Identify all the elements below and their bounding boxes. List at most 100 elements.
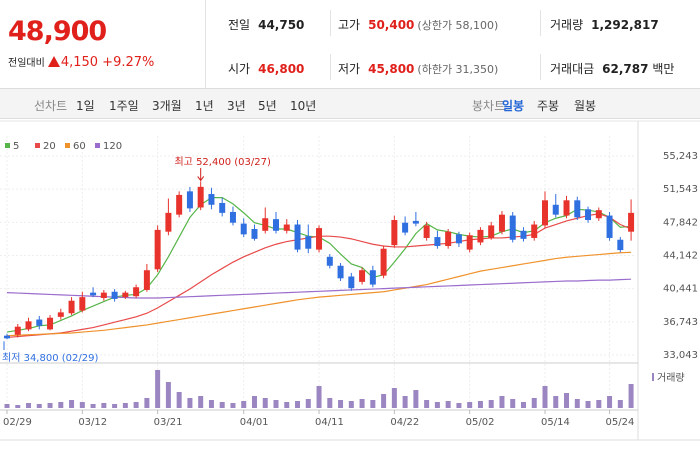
x-tick-label: 04/01 [240,417,269,428]
volume-bar [101,403,107,408]
candle-body [488,225,495,238]
candle-body [57,312,64,317]
y-tick-label: 36,743 [663,317,698,328]
period-tab[interactable]: 10년 [290,99,317,113]
volume-bar [477,401,483,408]
tab-group-label: 선차트 [34,99,68,113]
volume-bar [219,402,225,408]
volume-bar [15,405,21,408]
legend-label: 5 [13,141,19,152]
period-tab[interactable]: 주봉 [537,99,560,113]
candle-body [595,210,602,219]
quote-header: 48,900 전일대비 4,150 +9.27% 전일 44,750 고가 50,40… [0,0,700,89]
candle-body [208,194,215,205]
stat-note: (하한가 31,350) [417,63,499,76]
separator [330,10,331,36]
stat: 거래대금 62,787 백만 [550,60,674,77]
candle-body [445,231,452,247]
candle-body [402,222,409,233]
stat: 거래량 1,292,817 [550,16,659,33]
volume-bar [553,396,559,408]
volume-bar [295,401,301,408]
period-tabs: 선차트 봉차트 1일 1주일 3개월 1년 3년 5년 10년 일봉 주봉 월봉 [0,89,700,119]
quote-box: 48,900 전일대비 4,150 +9.27% [0,0,206,88]
candle-body [47,317,54,330]
volume-bar [79,402,85,408]
y-tick-label: 33,043 [663,350,698,361]
stat-label: 시가 [228,62,251,76]
volume-bar [251,396,257,408]
stat-value: 44,750 [258,18,305,32]
low-annotation: 최저 34,800 (02/29) [2,352,98,364]
stat-value: 45,800 [368,62,415,76]
volume-bar [510,399,516,408]
candle-body [90,292,97,296]
volume-bar [607,396,613,408]
candle-body [380,248,387,276]
change-pct: +9.27% [102,55,155,70]
volume-bar [359,399,365,408]
volume-bar [531,398,537,408]
candle-body [294,224,301,250]
stat-label: 거래대금 [550,62,595,76]
volume-bar [424,400,430,408]
x-tick-label: 04/22 [390,417,419,428]
candle-body [219,202,226,213]
volume-bar [617,400,623,408]
stat: 전일 44,750 [228,16,304,33]
volume-bar [241,401,247,408]
volume-bar [391,388,397,408]
period-tab[interactable]: 1년 [195,99,214,113]
stat-value: 46,800 [258,62,305,76]
candle-body [305,236,312,249]
volume-bar [499,396,505,408]
separator [330,54,331,80]
volume-bar [198,396,204,408]
volume-bar [370,400,376,408]
volume-bar [208,400,214,408]
separator [540,10,541,36]
period-tab[interactable]: 3년 [227,99,246,113]
legend-swatch [35,143,40,148]
candle-body [542,200,548,226]
candle-body [100,292,107,299]
volume-bar [262,398,268,408]
candle-body [326,256,333,266]
ma-line [6,251,632,337]
volume-bar [628,384,634,408]
candle-body [455,234,462,244]
volume-bar [596,400,602,408]
x-tick-label: 04/11 [315,417,344,428]
volume-bar [338,400,344,408]
period-tab[interactable]: 1일 [76,99,95,113]
candle-body [563,200,570,216]
volume-bar [230,403,236,408]
volume-bar [413,390,419,408]
x-tick-label: 03/21 [154,417,183,428]
candle-body [359,270,366,282]
period-tab[interactable]: 일봉 [502,99,525,113]
volume-bar [305,399,311,408]
stat-label: 고가 [338,18,361,32]
period-tab[interactable]: 월봉 [574,99,597,113]
stat-label: 저가 [338,62,361,76]
period-tab[interactable]: 1주일 [109,99,139,113]
candle-body [509,215,516,240]
candle-body [79,297,86,311]
candle-body [14,326,21,335]
candle-body [262,218,269,231]
volume-bar [348,401,354,408]
period-tab[interactable]: 3개월 [152,99,182,113]
volume-bar [381,394,387,408]
candle-body [111,291,118,299]
stat-label: 거래량 [550,18,584,32]
change-value: 4,150 [60,55,99,70]
period-tab[interactable]: 5년 [258,99,277,113]
legend-swatch [95,143,100,148]
volume-bar [585,401,591,408]
candle-body [434,237,441,247]
stat-note: (상한가 58,100) [417,19,499,32]
volume-bar [488,400,494,408]
